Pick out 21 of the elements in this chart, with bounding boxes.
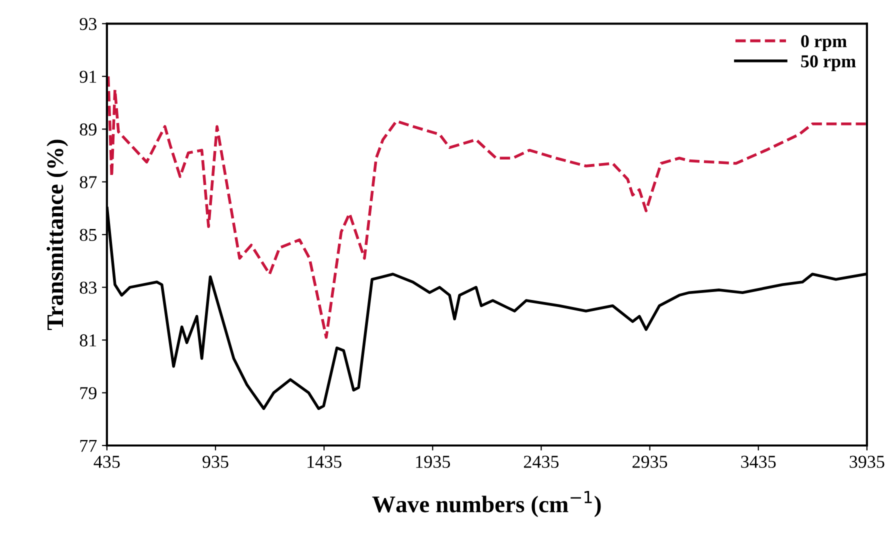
x-tick-label: 435 [94, 456, 120, 468]
y-tick-label: 81 [80, 334, 96, 346]
x-tick-label: 3935 [850, 456, 884, 468]
y-axis-title: Transmittance (%) [46, 140, 68, 330]
y-tick-label: 91 [80, 70, 96, 83]
y-tick-label: 83 [80, 282, 96, 294]
x-tick-label: 2935 [632, 456, 668, 468]
x-tick-label: 1935 [416, 456, 450, 468]
x-tick-label: 935 [202, 456, 228, 468]
y-tick-label: 89 [80, 123, 96, 136]
x-tick-label: 2435 [524, 456, 559, 468]
x-tick-label: 3435 [741, 456, 776, 468]
y-tick-label: 79 [80, 387, 96, 400]
y-tick-label: 87 [80, 176, 97, 188]
legend-label: 0 rpm [801, 35, 847, 51]
y-tick-label: 93 [80, 18, 96, 30]
y-tick-label: 85 [80, 228, 96, 242]
x-axis-title: Wave numbers (cm$^{−1}$) [372, 491, 601, 518]
y-tick-label: 77 [80, 440, 97, 452]
x-tick-label: 1435 [308, 456, 342, 468]
legend-label: 50 rpm [801, 55, 856, 72]
